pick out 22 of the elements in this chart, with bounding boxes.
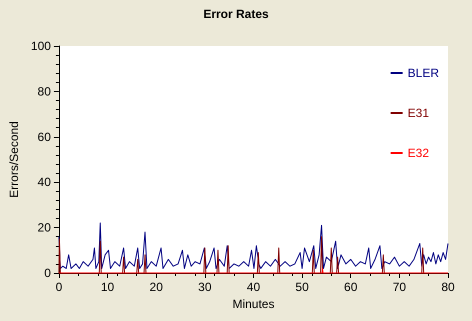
- x-tick-label: 70: [392, 280, 406, 294]
- x-tick-label: 30: [198, 280, 212, 294]
- x-tick-label: 40: [246, 280, 260, 294]
- y-tick-label: 100: [30, 39, 52, 53]
- line-series: [58, 222, 448, 269]
- legend-label: E32: [408, 146, 430, 160]
- y-tick-label: 60: [38, 130, 52, 144]
- legend-label: BLER: [408, 66, 440, 80]
- x-tick-label: 20: [150, 280, 164, 294]
- y-tick-label: 80: [38, 84, 52, 98]
- y-tick-label: 40: [38, 175, 52, 190]
- chart-title: Error Rates: [203, 7, 269, 21]
- x-axis-title: Minutes: [232, 296, 274, 311]
- y-tick-label: 20: [38, 220, 52, 235]
- x-tick-label: 0: [56, 280, 63, 294]
- x-tick-label: 50: [295, 280, 310, 294]
- y-axis-title: Errors/Second: [7, 121, 21, 198]
- x-tick-label: 60: [344, 280, 358, 294]
- x-tick-label: 10: [100, 280, 115, 294]
- legend-label: E31: [408, 106, 430, 120]
- y-tick-label: 0: [44, 266, 52, 280]
- x-tick-label: 80: [441, 280, 455, 294]
